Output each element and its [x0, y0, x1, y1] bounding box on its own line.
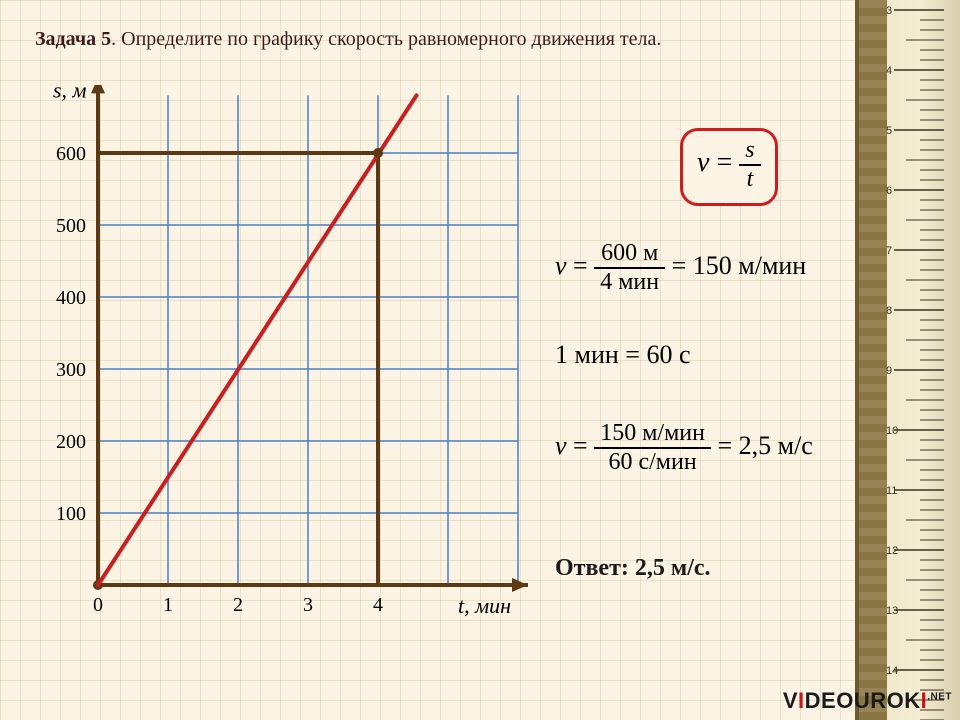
title-rest: . Определите по графику скорость равноме…: [111, 28, 661, 50]
svg-text:2: 2: [233, 594, 243, 616]
svg-text:100: 100: [56, 503, 86, 525]
eq1-frac: 600 м 4 мин: [594, 240, 665, 296]
logo-v: V: [783, 688, 798, 713]
logo-rest: DEOUROK: [805, 688, 921, 713]
eq1-den: 4 мин: [594, 267, 665, 296]
ruler-band: [859, 0, 887, 720]
svg-text:8: 8: [886, 305, 892, 317]
eq3-frac: 150 м/мин 60 с/мин: [594, 420, 711, 476]
formula-box: v = s t: [680, 128, 778, 206]
svg-text:12: 12: [886, 545, 898, 557]
svg-text:3: 3: [303, 594, 313, 616]
ruler-ticks: 3 4 5 6 7 8 9 10 11 12 13 14: [884, 0, 954, 720]
formula-den: t: [739, 164, 760, 193]
eq3-num: 150 м/мин: [594, 420, 711, 447]
svg-text:13: 13: [886, 605, 898, 617]
ruler-decoration: 3 4 5 6 7 8 9 10 11 12 13 14: [855, 0, 960, 720]
logo-i: I: [798, 688, 805, 713]
svg-text:4: 4: [886, 65, 892, 77]
formula-num: s: [739, 137, 760, 164]
problem-title: Задача 5. Определите по графику скорость…: [35, 28, 661, 51]
svg-text:6: 6: [886, 185, 892, 197]
formula-frac: s t: [739, 137, 760, 193]
svg-text:1: 1: [163, 594, 173, 616]
answer: Ответ: 2,5 м/с.: [555, 555, 711, 582]
videouroki-logo: VIDEOUROKI.NET: [783, 688, 952, 714]
equation-3: v = 150 м/мин 60 с/мин = 2,5 м/с: [555, 420, 813, 476]
eq1-num: 600 м: [594, 240, 665, 267]
title-prefix: Задача 5: [35, 28, 111, 50]
svg-text:s, м: s, м: [53, 85, 87, 102]
eq3-lhs: v: [555, 431, 567, 460]
equation-1: v = 600 м 4 мин = 150 м/мин: [555, 240, 806, 296]
logo-net: .NET: [927, 692, 952, 703]
eq1-lhs: v: [555, 251, 567, 280]
svg-text:7: 7: [886, 245, 892, 257]
svg-text:500: 500: [56, 215, 86, 237]
equation-2: 1 мин = 60 с: [555, 340, 690, 370]
svg-text:4: 4: [373, 594, 383, 616]
svg-text:300: 300: [56, 359, 86, 381]
formula-lhs: v: [697, 147, 709, 178]
chart-svg: 0 1 2 3 4 100 200 300 400 500 600 s, м t, мин: [30, 85, 535, 625]
svg-text:400: 400: [56, 287, 86, 309]
svg-text:14: 14: [886, 665, 898, 677]
svg-text:9: 9: [886, 365, 892, 377]
svg-text:5: 5: [886, 125, 892, 137]
eq1-rhs: 150 м/мин: [693, 251, 806, 280]
svg-text:3: 3: [886, 5, 892, 17]
svg-text:600: 600: [56, 143, 86, 165]
svg-text:11: 11: [886, 485, 897, 497]
distance-time-chart: 0 1 2 3 4 100 200 300 400 500 600 s, м t, мин: [30, 85, 535, 625]
svg-text:200: 200: [56, 431, 86, 453]
svg-text:t, мин: t, мин: [458, 593, 511, 618]
eq2-text: 1 мин = 60 с: [555, 340, 690, 369]
eq3-den: 60 с/мин: [594, 447, 711, 476]
svg-text:0: 0: [93, 594, 103, 616]
svg-text:10: 10: [886, 425, 898, 437]
eq3-rhs: 2,5 м/с: [739, 431, 813, 460]
